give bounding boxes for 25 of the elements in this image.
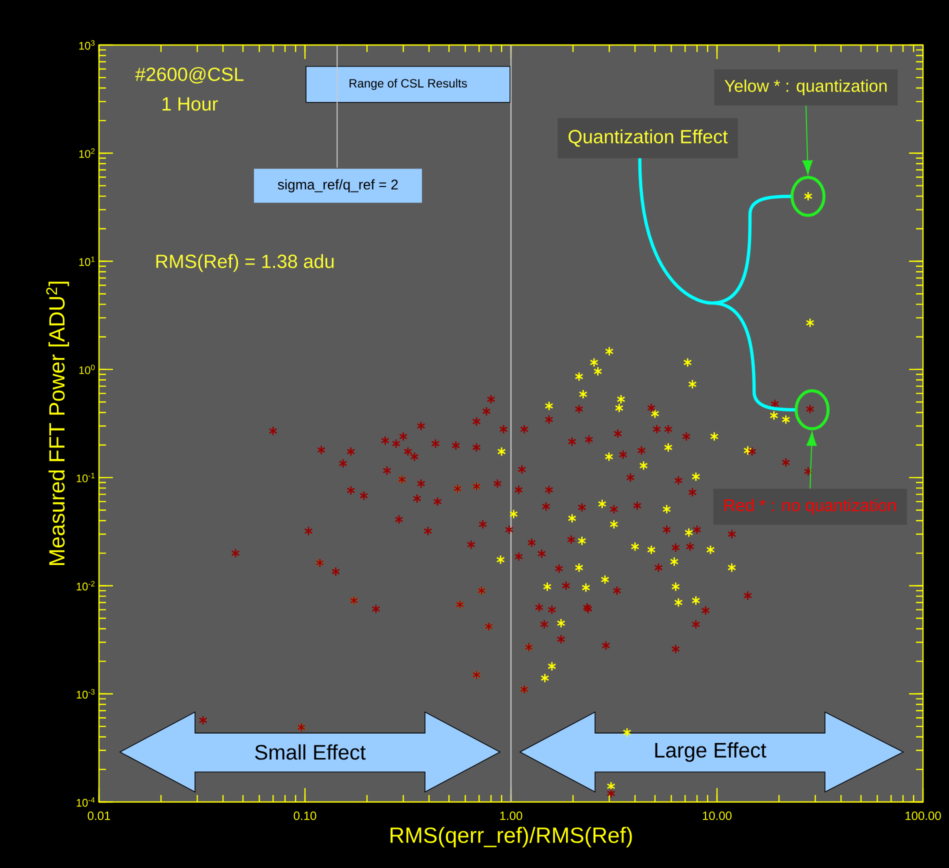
y-tick-label: 10$^{-2}$ [76, 581, 95, 590]
annotation: RMS(Ref) = 1.38 adu [156, 254, 334, 272]
annotation: Quantization Effect [568, 129, 728, 147]
y-tick-label: 10$^{-3}$ [76, 689, 95, 699]
annotation: sigma_ref/q_ref = 2 [278, 179, 398, 192]
x-axis-title: RMS(qerr_ref)/RMS(Ref) [390, 826, 632, 848]
y-tick-label: 10$^{1}$ [79, 256, 95, 266]
annotation: #2600@CSL [135, 67, 244, 84]
x-tick-label: 0.10 [294, 812, 316, 820]
y-axis-title: Measured FFT Power [ADU$^{2}$] [46, 282, 70, 565]
annotation: 1 Hour [162, 97, 218, 111]
y-tick-label: 10$^{3}$ [79, 40, 95, 50]
x-tick-label: 10.00 [702, 812, 732, 820]
x-tick-label: 100.00 [906, 812, 941, 820]
annotation: Yelow * : quantization [724, 79, 887, 96]
y-tick-label: 10$^{-1}$ [76, 472, 95, 482]
y-tick-label: 10$^{0}$ [79, 364, 95, 374]
y-tick-label: 10$^{-4}$ [76, 797, 95, 807]
annotation: Large Effect [655, 742, 766, 762]
x-tick-label: 0.01 [88, 812, 110, 820]
x-tick-label: 1.00 [500, 812, 522, 820]
annotation: Small Effect [255, 744, 366, 760]
annotation: Range of CSL Results [350, 78, 467, 90]
y-tick-label: 10$^{2}$ [79, 148, 95, 158]
annotation: Red * : no quantization [724, 498, 896, 515]
